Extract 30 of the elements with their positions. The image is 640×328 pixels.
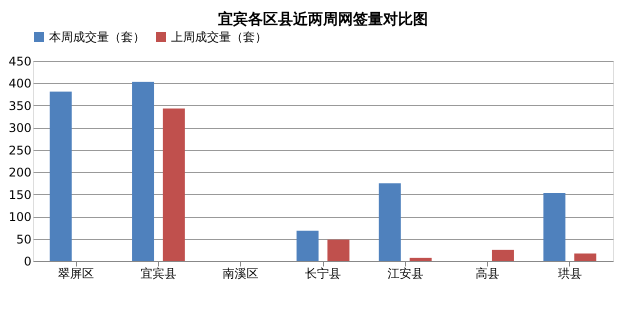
- y-tick-label: 350: [8, 98, 32, 113]
- y-tick-label: 50: [16, 232, 32, 246]
- y-tick-label: 250: [8, 143, 32, 158]
- x-tick-label: 长宁县: [305, 266, 341, 280]
- x-tick-label: 翠屏区: [58, 266, 94, 280]
- bar: [378, 183, 401, 261]
- bar: [543, 193, 566, 261]
- bar: [132, 82, 154, 261]
- x-tick-label: 珙县: [558, 266, 582, 280]
- legend-label: 本周成交量（套）: [49, 30, 145, 44]
- bar: [162, 108, 185, 261]
- y-tick-label: 450: [8, 54, 32, 68]
- bar: [492, 250, 514, 261]
- bar: [296, 230, 319, 261]
- bar: [50, 92, 72, 261]
- y-tick-label: 400: [8, 76, 32, 91]
- y-tick-label: 100: [8, 210, 32, 224]
- x-tick-label: 宜宾县: [140, 266, 176, 280]
- x-tick-label: 高县: [476, 266, 500, 280]
- x-tick-label: 南溪区: [222, 266, 259, 280]
- bar: [574, 253, 596, 261]
- legend-label: 上周成交量（套）: [171, 30, 267, 44]
- y-tick-label: 200: [8, 166, 32, 180]
- y-tick-label: 300: [8, 121, 32, 136]
- x-tick-label: 江安县: [387, 266, 424, 280]
- y-tick-label: 150: [8, 188, 32, 202]
- y-tick-label: 0: [24, 254, 32, 268]
- bar: [410, 258, 432, 261]
- chart-title: 宜宾各区县近两周网签量对比图: [218, 10, 428, 28]
- bar: [327, 240, 350, 261]
